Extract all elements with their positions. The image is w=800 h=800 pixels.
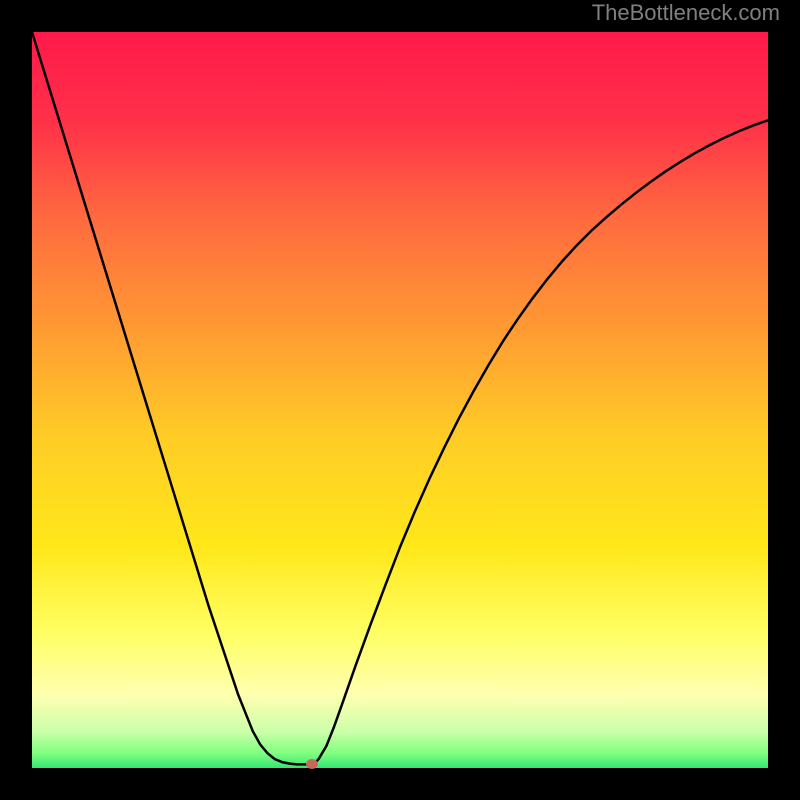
chart-frame [30,30,770,770]
chart-curve [32,32,768,768]
curve-path [32,32,768,764]
data-marker [306,759,318,769]
chart-area [32,32,768,768]
watermark-label: TheBottleneck.com [592,0,780,26]
